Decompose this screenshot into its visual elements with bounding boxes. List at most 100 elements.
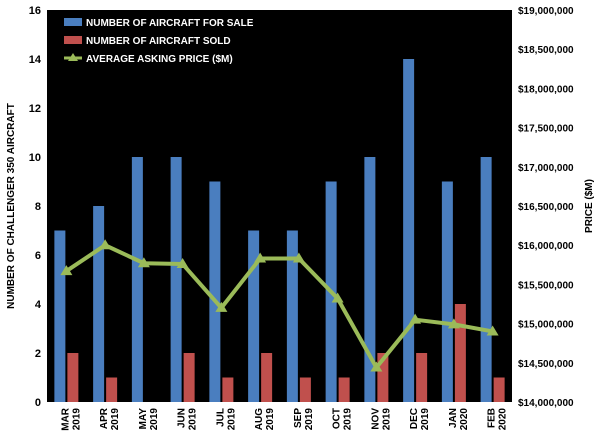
- y2-tick-label: $17,500,000: [518, 124, 574, 135]
- x-tick-month: JUL: [215, 408, 226, 427]
- x-tick-year: 2019: [304, 408, 315, 431]
- bar-sold: [183, 353, 195, 402]
- y2-axis-title: PRICE ($M): [584, 179, 595, 233]
- x-tick-year: 2019: [381, 408, 392, 431]
- x-tick-month: AUG: [254, 408, 265, 430]
- x-tick-label: MAY2019: [138, 408, 160, 431]
- x-tick-year: 2020: [459, 408, 470, 431]
- x-tick-year: 2019: [226, 408, 237, 431]
- x-tick-month: DEC: [409, 408, 420, 429]
- x-tick-label: JUL2019: [215, 408, 237, 431]
- x-tick-month: APR: [99, 407, 110, 429]
- legend-label: AVERAGE ASKING PRICE ($M): [86, 54, 233, 65]
- y2-tick-label: $14,000,000: [518, 398, 574, 409]
- x-tick-month: FEB: [487, 408, 498, 428]
- x-tick-label: SEP2019: [293, 408, 315, 431]
- legend-label: NUMBER OF AIRCRAFT SOLD: [86, 36, 231, 47]
- price-point: [292, 252, 305, 263]
- legend-marker: [68, 53, 78, 61]
- y-tick-label: 2: [35, 348, 41, 360]
- bar-sold: [222, 377, 234, 402]
- price-point: [60, 265, 73, 276]
- bar-for-sale: [403, 59, 415, 402]
- y-tick-label: 4: [35, 299, 42, 311]
- plot-area: [47, 10, 512, 402]
- x-tick-label: JUN2019: [177, 408, 199, 431]
- bar-for-sale: [93, 206, 105, 402]
- bar-sold: [454, 304, 466, 402]
- price-point: [486, 325, 499, 336]
- x-tick-label: NOV2019: [370, 408, 392, 431]
- bar-for-sale: [54, 230, 66, 402]
- bar-for-sale: [209, 181, 221, 402]
- x-tick-year: 2019: [265, 408, 276, 431]
- x-tick-month: OCT: [332, 408, 343, 429]
- y-tick-label: 8: [35, 201, 41, 213]
- price-point: [331, 292, 344, 303]
- bar-sold: [338, 377, 350, 402]
- x-tick-month: MAY: [138, 408, 149, 430]
- price-point: [176, 258, 189, 269]
- price-line: [65, 243, 493, 370]
- y-tick-label: 10: [29, 152, 41, 164]
- y-tick-label: 16: [29, 5, 41, 17]
- bar-sold: [416, 353, 428, 402]
- x-tick-label: AUG2019: [254, 408, 276, 431]
- x-tick-year: 2019: [110, 408, 121, 431]
- x-tick-year: 2019: [71, 408, 82, 431]
- bar-for-sale: [248, 230, 260, 402]
- y-tick-label: 14: [29, 54, 42, 66]
- bar-sold: [67, 353, 79, 402]
- y2-tick-label: $17,000,000: [518, 163, 574, 174]
- x-tick-year: 2020: [498, 408, 509, 431]
- legend-box: [60, 12, 234, 64]
- x-tick-label: JAN2020: [448, 408, 470, 431]
- x-tick-label: FEB2020: [487, 408, 509, 431]
- price-point: [370, 361, 383, 372]
- y2-tick-label: $19,000,000: [518, 6, 574, 17]
- legend-swatch: [64, 18, 82, 26]
- x-tick-label: APR2019: [99, 407, 121, 430]
- y2-tick-label: $15,500,000: [518, 280, 574, 291]
- legend-swatch: [64, 36, 82, 44]
- x-tick-year: 2019: [420, 408, 431, 431]
- bar-sold: [377, 353, 389, 402]
- y2-tick-label: $18,000,000: [518, 84, 574, 95]
- bar-for-sale: [286, 230, 298, 402]
- x-tick-month: JUN: [177, 408, 188, 428]
- x-tick-label: DEC2019: [409, 408, 431, 431]
- y-axis-title: NUMBER OF CHALLENGER 350 AIRCRAFT: [6, 103, 17, 309]
- price-point: [447, 318, 460, 329]
- price-point: [215, 301, 228, 312]
- bar-for-sale: [170, 157, 182, 402]
- y2-tick-label: $14,500,000: [518, 359, 574, 370]
- y2-tick-label: $16,000,000: [518, 241, 574, 252]
- bar-sold: [106, 377, 118, 402]
- x-tick-year: 2019: [149, 408, 160, 431]
- x-tick-year: 2019: [188, 408, 199, 431]
- x-tick-label: MAR2019: [60, 407, 82, 431]
- x-tick-label: OCT2019: [332, 408, 354, 431]
- x-tick-month: MAR: [60, 407, 71, 431]
- y2-tick-label: $15,000,000: [518, 320, 574, 331]
- bar-sold: [261, 353, 273, 402]
- bar-for-sale: [364, 157, 376, 402]
- x-tick-year: 2019: [343, 408, 354, 431]
- y-tick-label: 12: [29, 103, 41, 115]
- bar-for-sale: [131, 157, 143, 402]
- bar-sold: [299, 377, 311, 402]
- x-tick-month: NOV: [370, 408, 381, 430]
- price-point: [409, 313, 422, 324]
- y-tick-label: 6: [35, 250, 41, 262]
- y2-tick-label: $16,500,000: [518, 202, 574, 213]
- bar-for-sale: [441, 181, 453, 402]
- y2-tick-label: $18,500,000: [518, 45, 574, 56]
- x-tick-month: SEP: [293, 408, 304, 428]
- bar-for-sale: [480, 157, 492, 402]
- price-point: [254, 252, 267, 263]
- price-point: [99, 239, 112, 250]
- legend-label: NUMBER OF AIRCRAFT FOR SALE: [86, 18, 254, 29]
- bar-sold: [493, 377, 505, 402]
